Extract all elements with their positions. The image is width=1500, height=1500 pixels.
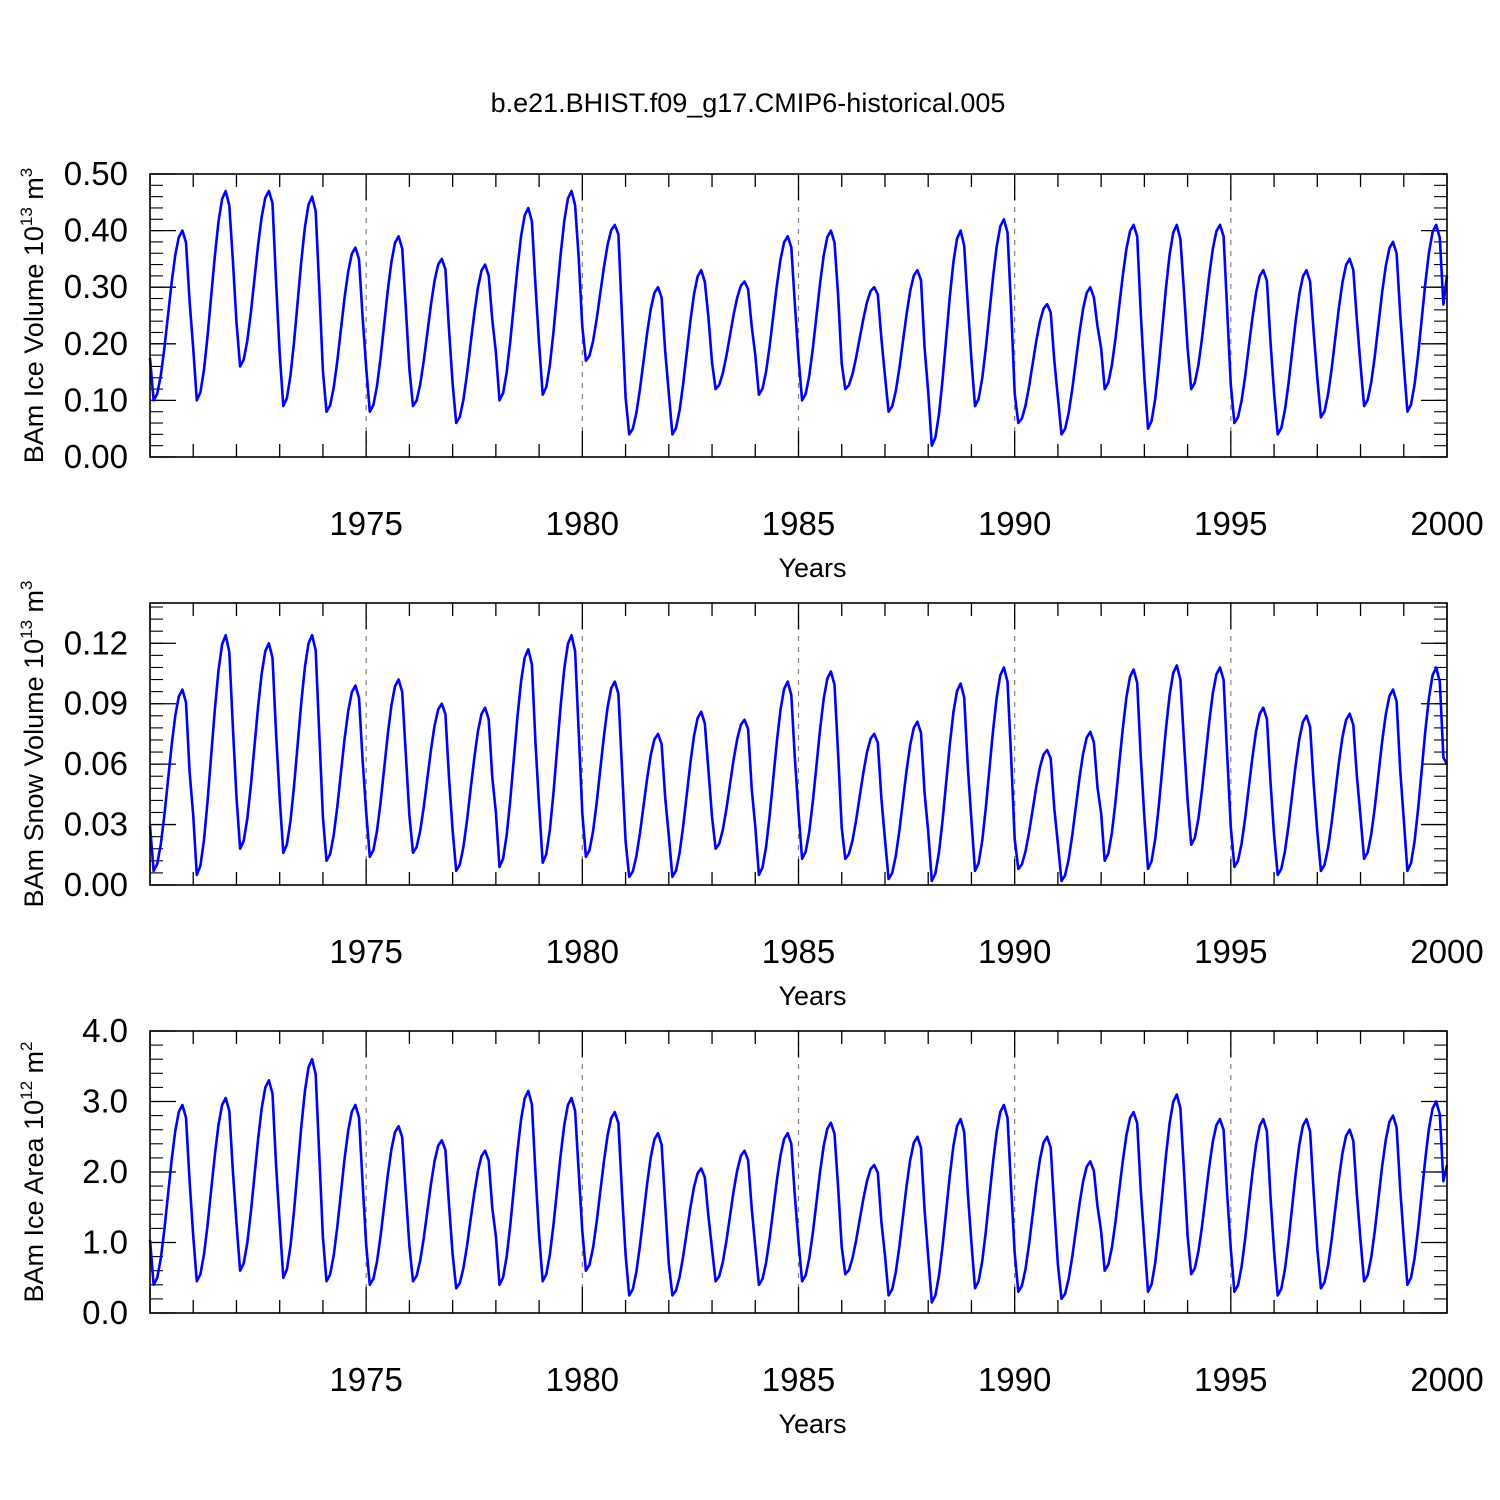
chart-panel-3: 0.0 1.0 2.0 3.0 4.0 1975 1980 1985 1990 1995 2000 Y… <box>17 1012 1484 1439</box>
x-tick-label: 1990 <box>978 1361 1051 1398</box>
y-tick-label: 0.10 <box>64 381 128 418</box>
plot-frame <box>149 173 1448 458</box>
y-axis-label: BAm Ice Area 1012 m2 <box>17 1042 49 1303</box>
y-tick-label: 0.06 <box>64 745 128 782</box>
series-line <box>148 1057 1449 1304</box>
x-tick-label: 1980 <box>546 1361 619 1398</box>
y-tick-label: 2.0 <box>82 1153 128 1190</box>
x-tick-label: 1995 <box>1194 1361 1267 1398</box>
x-tick-label: 2000 <box>1410 505 1483 542</box>
chart-panel-2: 0.00 0.03 0.06 0.09 0.12 1975 1980 1985 1990 1995… <box>17 580 1484 1011</box>
series-line <box>148 189 1449 447</box>
y-axis-label: BAm Ice Volume 1013 m3 <box>17 168 49 464</box>
y-tick-label: 0.50 <box>64 155 128 192</box>
x-tick-label: 2000 <box>1410 933 1483 970</box>
x-tick-label: 1985 <box>762 505 835 542</box>
y-tick-label: 0.00 <box>64 438 128 475</box>
x-tick-label: 2000 <box>1410 1361 1483 1398</box>
y-label-text: BAm Snow Volume 10 <box>19 639 49 908</box>
x-tick-label: 1990 <box>978 505 1051 542</box>
x-tick-label: 1975 <box>329 505 402 542</box>
y-label-unit: m <box>19 177 49 207</box>
x-tick-label: 1985 <box>762 933 835 970</box>
y-tick-label: 0.0 <box>82 1294 128 1331</box>
y-tick-label: 4.0 <box>82 1012 128 1049</box>
y-tick-label: 0.40 <box>64 212 128 249</box>
y-label-unit-exponent: 3 <box>17 168 36 177</box>
y-label-exponent: 12 <box>17 1081 36 1100</box>
y-tick-label: 0.30 <box>64 268 128 305</box>
y-tick-label: 0.00 <box>64 866 128 903</box>
y-tick-label: 0.12 <box>64 624 128 661</box>
y-tick-label: 0.20 <box>64 325 128 362</box>
plot-frame <box>149 1030 1448 1314</box>
x-tick-label: 1995 <box>1194 933 1267 970</box>
y-label-exponent: 13 <box>17 207 36 226</box>
y-label-unit: m <box>19 1051 49 1081</box>
x-tick-label: 1995 <box>1194 505 1267 542</box>
plot-frame <box>149 602 1448 886</box>
y-label-text: BAm Ice Volume 10 <box>19 226 49 463</box>
x-axis-label: Years <box>778 553 846 583</box>
y-tick-label: 3.0 <box>82 1083 128 1120</box>
x-tick-label: 1980 <box>546 505 619 542</box>
y-axis-label: BAm Snow Volume 1013 m3 <box>17 580 49 907</box>
x-tick-label: 1975 <box>329 933 402 970</box>
x-tick-label: 1980 <box>546 933 619 970</box>
y-label-text: BAm Ice Area 10 <box>19 1100 49 1303</box>
x-tick-label: 1975 <box>329 1361 402 1398</box>
y-label-exponent: 13 <box>17 620 36 639</box>
y-tick-label: 0.09 <box>64 685 128 722</box>
series-line <box>148 633 1449 883</box>
chart-panel-1: 0.00 0.10 0.20 0.30 0.40 0.50 1975 1980 1985 1990… <box>17 155 1484 583</box>
y-tick-label: 1.0 <box>82 1224 128 1261</box>
y-tick-label: 0.03 <box>64 806 128 843</box>
y-label-unit-exponent: 3 <box>17 580 36 589</box>
y-label-unit-exponent: 2 <box>17 1042 36 1051</box>
panels: 0.00 0.10 0.20 0.30 0.40 0.50 1975 1980 1985 1990… <box>17 155 1484 1439</box>
x-tick-label: 1990 <box>978 933 1051 970</box>
figure-title: b.e21.BHIST.f09_g17.CMIP6-historical.005 <box>491 88 1006 118</box>
x-axis-label: Years <box>778 1409 846 1439</box>
y-label-unit: m <box>19 590 49 620</box>
x-tick-label: 1985 <box>762 1361 835 1398</box>
x-axis-label: Years <box>778 981 846 1011</box>
